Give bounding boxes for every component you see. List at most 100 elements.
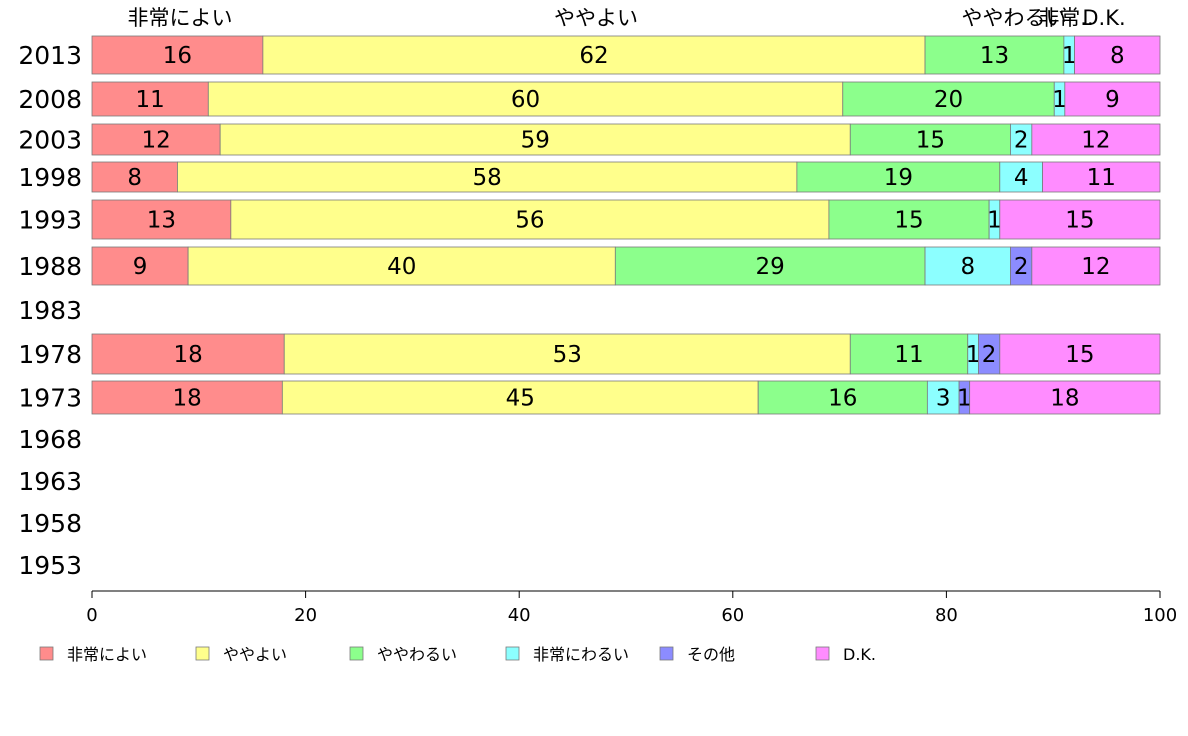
bar-segment: [283, 333, 851, 375]
segment-value-label: 12: [1081, 254, 1110, 280]
segment-value-label: 3: [936, 386, 951, 412]
segment-value-label: 15: [916, 128, 945, 154]
x-axis: 0 20 40 60 80 100: [86, 590, 1177, 626]
legend-swatch: [195, 646, 210, 661]
segment-value-label: 18: [1050, 386, 1079, 412]
bar-segment: [999, 333, 1161, 375]
segment-value-label: 12: [1081, 128, 1110, 154]
top-label: ややよい: [554, 6, 638, 30]
bar-segment: [230, 199, 830, 240]
bar-segment: [219, 123, 851, 156]
year-label: 1998: [18, 163, 82, 192]
segment-value-label: 15: [1065, 342, 1094, 368]
top-label: 非常..: [1038, 6, 1093, 30]
bar-segment: [828, 199, 990, 240]
bar-segment: [91, 161, 178, 193]
year-label: 1978: [18, 340, 82, 369]
year-label: 1968: [18, 425, 82, 454]
x-tick-label: 0: [86, 605, 97, 626]
segment-value-label: 20: [934, 87, 963, 113]
bar-segment: [849, 123, 1011, 156]
segment-value-label: 8: [1110, 43, 1125, 69]
year-label: 2013: [18, 41, 82, 70]
bar-segment: [1031, 123, 1161, 156]
x-tick-label: 60: [721, 605, 744, 626]
legend-swatch: [815, 646, 830, 661]
bar-segment: [91, 123, 221, 156]
year-label: 1988: [18, 252, 82, 281]
x-tick-label: 40: [508, 605, 531, 626]
segment-value-label: 1: [966, 342, 981, 368]
year-label: 2003: [18, 126, 82, 155]
segment-value-label: 2: [1014, 128, 1029, 154]
legend-swatch: [39, 646, 54, 661]
bar-segment: [281, 380, 759, 415]
bar-segment: [614, 246, 926, 286]
segment-value-label: 18: [173, 386, 202, 412]
segment-value-label: 2: [1014, 254, 1029, 280]
year-label: 1993: [18, 206, 82, 235]
year-label: 1963: [18, 467, 82, 496]
segment-value-label: 16: [163, 43, 192, 69]
segment-value-label: 58: [473, 165, 502, 191]
year-label: 1958: [18, 509, 82, 538]
segment-value-label: 29: [756, 254, 785, 280]
year-label: 1953: [18, 551, 82, 580]
segment-value-label: 8: [127, 165, 142, 191]
legend-label: 非常にわるい: [533, 645, 629, 664]
segment-value-label: 1: [987, 208, 1002, 234]
legend-label: ややよい: [223, 645, 287, 664]
bar-segment: [849, 333, 969, 375]
bar-segment: [969, 380, 1161, 415]
bar-segment: [924, 246, 1011, 286]
legend-label: 非常によい: [67, 645, 147, 664]
bar-segment: [187, 246, 616, 286]
segment-value-label: 11: [1087, 165, 1116, 191]
x-tick-label: 20: [294, 605, 317, 626]
bar-segment: [1042, 161, 1161, 193]
bar-segment: [1031, 246, 1161, 286]
segment-value-label: 11: [894, 342, 923, 368]
year-label: 2008: [18, 85, 82, 114]
x-tick-label: 100: [1143, 605, 1177, 626]
segment-value-label: 18: [173, 342, 202, 368]
x-tick-label: 80: [935, 605, 958, 626]
bar-segment: [91, 35, 264, 75]
bar-segment: [796, 161, 1001, 193]
segment-value-label: 15: [894, 208, 923, 234]
bar-segment: [1064, 81, 1161, 117]
legend-label: ややわるい: [377, 645, 457, 664]
segment-value-label: 1: [1062, 43, 1077, 69]
legend-swatch: [659, 646, 674, 661]
segment-value-label: 13: [980, 43, 1009, 69]
legend-label: その他: [687, 645, 735, 664]
segment-value-label: 11: [136, 87, 165, 113]
segment-value-label: 9: [1105, 87, 1120, 113]
bar-segment: [999, 199, 1161, 240]
segment-value-label: 4: [1014, 165, 1029, 191]
bar-segment: [91, 333, 285, 375]
segment-value-label: 60: [511, 87, 540, 113]
segment-value-label: 8: [960, 254, 975, 280]
bar-segment: [177, 161, 798, 193]
year-labels: 2013 2008 2003 1998 1993 1988 1983 1978 1973 1968…: [18, 41, 82, 580]
year-label: 1983: [18, 296, 82, 325]
segment-value-label: 56: [515, 208, 544, 234]
segment-value-label: 62: [579, 43, 608, 69]
segment-value-label: 45: [506, 386, 535, 412]
bar-segment: [1074, 35, 1161, 75]
segment-value-label: 19: [884, 165, 913, 191]
top-label: ややわるい: [962, 6, 1067, 30]
segment-value-label: 12: [141, 128, 170, 154]
segment-value-label: 1: [957, 386, 972, 412]
segment-value-label: 1: [1052, 87, 1067, 113]
bar-segment: [926, 380, 960, 415]
segment-value-label: 15: [1065, 208, 1094, 234]
bar-segment: [91, 81, 209, 117]
segment-value-label: 9: [133, 254, 148, 280]
bar-segment: [207, 81, 844, 117]
segment-value-label: 16: [828, 386, 857, 412]
